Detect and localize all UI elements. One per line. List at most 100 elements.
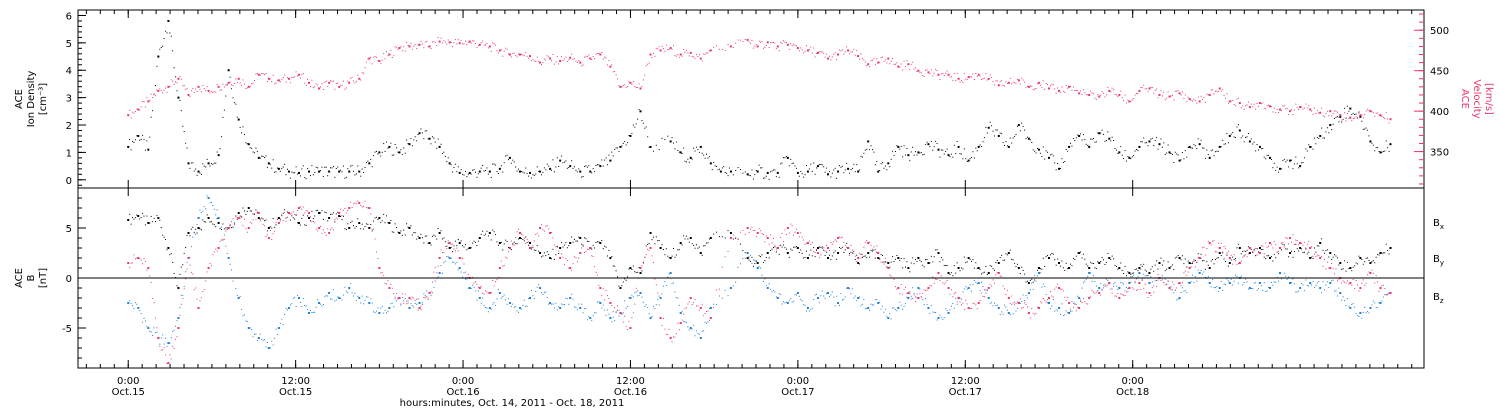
velocity-0-interp xyxy=(1173,99,1175,101)
density-0-interp xyxy=(573,166,575,168)
field-2-interp xyxy=(903,288,905,290)
field-1-interp xyxy=(209,202,211,204)
field-2-interp xyxy=(1377,281,1379,283)
density-0-interp xyxy=(1367,129,1369,131)
field-0-interp xyxy=(1358,255,1360,257)
field-0-interp xyxy=(215,226,217,228)
field-2-interp xyxy=(540,224,542,226)
field-0-interp xyxy=(621,285,623,287)
field-2-interp xyxy=(245,228,247,230)
field-2-interp xyxy=(1292,234,1294,236)
field-1-interp xyxy=(423,293,425,295)
field-2-interp xyxy=(685,307,687,309)
field-0-interp xyxy=(1326,249,1328,251)
field-0-interp xyxy=(220,228,222,230)
velocity-0-point xyxy=(1379,114,1382,117)
field-1-interp xyxy=(232,280,234,282)
density-0-interp xyxy=(477,173,479,175)
field-2-interp xyxy=(899,293,901,295)
velocity-0-point xyxy=(937,73,940,76)
field-1-point xyxy=(1258,282,1261,284)
field-1-point xyxy=(1027,292,1030,294)
field-2-interp xyxy=(1184,270,1186,272)
density-0-interp xyxy=(417,133,419,135)
field-2-interp xyxy=(594,266,596,268)
field-2-interp xyxy=(390,283,392,285)
field-2-point xyxy=(1178,282,1181,284)
field-0-interp xyxy=(755,260,757,262)
field-2-interp xyxy=(673,336,675,338)
field-0-interp xyxy=(844,249,846,251)
field-0-interp xyxy=(575,240,577,242)
field-2-interp xyxy=(1255,247,1257,249)
field-2-interp xyxy=(325,234,327,236)
field-2-interp xyxy=(1090,296,1092,298)
density-0-interp xyxy=(186,147,188,149)
field-0-interp xyxy=(391,231,393,233)
velocity-0-interp xyxy=(387,55,389,57)
velocity-0-interp xyxy=(1049,85,1051,87)
field-2-interp xyxy=(658,304,660,306)
density-0-interp xyxy=(129,139,131,141)
density-0-interp xyxy=(403,147,405,149)
field-2-interp xyxy=(170,358,172,360)
velocity-0-interp xyxy=(1344,112,1346,114)
field-2-point xyxy=(599,287,602,289)
field-2-interp xyxy=(464,271,466,273)
velocity-0-interp xyxy=(1029,85,1031,87)
field-1-interp xyxy=(159,343,161,345)
field-0-interp xyxy=(566,247,568,249)
field-0-interp xyxy=(503,243,505,245)
field-1-interp xyxy=(1378,302,1380,304)
field-0-interp xyxy=(793,246,795,248)
field-0-point xyxy=(649,232,652,234)
velocity-0-interp xyxy=(1041,87,1043,89)
velocity-0-interp xyxy=(1230,100,1232,102)
density-0-interp xyxy=(737,167,739,169)
velocity-0-interp xyxy=(991,77,993,79)
velocity-0-interp xyxy=(936,70,938,72)
field-0-interp xyxy=(403,229,405,231)
density-0-interp xyxy=(1272,167,1274,169)
field-0-point xyxy=(368,227,371,229)
field-2-interp xyxy=(370,213,372,215)
field-1-interp xyxy=(1213,287,1215,289)
density-0-interp xyxy=(1268,154,1270,156)
field-1-interp xyxy=(417,298,419,300)
velocity-0-interp xyxy=(1147,90,1149,92)
field-2-point xyxy=(247,227,250,229)
velocity-0-point xyxy=(589,57,592,60)
velocity-0-interp xyxy=(317,84,319,86)
density-0-interp xyxy=(999,132,1001,134)
field-1-interp xyxy=(192,236,194,238)
density-0-interp xyxy=(726,172,728,174)
density-0-interp xyxy=(140,138,142,140)
field-0-interp xyxy=(674,256,676,258)
field-1-interp xyxy=(685,322,687,324)
velocity-0-interp xyxy=(1278,112,1280,114)
density-0-interp xyxy=(1085,143,1087,145)
field-2-interp xyxy=(694,299,696,301)
field-2-interp xyxy=(1210,244,1212,246)
velocity-0-interp xyxy=(183,84,185,86)
field-1-interp xyxy=(540,292,542,294)
field-2-point xyxy=(267,237,270,239)
density-0-interp xyxy=(716,166,718,168)
field-0-interp xyxy=(397,231,399,233)
velocity-0-interp xyxy=(332,80,334,82)
density-0-interp xyxy=(1298,167,1300,169)
field-0-interp xyxy=(991,265,993,267)
field-1-interp xyxy=(374,312,376,314)
field-2-interp xyxy=(1367,274,1369,276)
field-2-interp xyxy=(185,278,187,280)
velocity-0-interp xyxy=(775,47,777,49)
velocity-0-interp xyxy=(355,81,357,83)
velocity-0-interp xyxy=(526,55,528,57)
field-2-interp xyxy=(1196,261,1198,263)
field-1-interp xyxy=(341,299,343,301)
velocity-0-interp xyxy=(668,48,670,50)
field-2-interp xyxy=(492,280,494,282)
field-2-interp xyxy=(269,230,271,232)
field-1-interp xyxy=(1114,282,1116,284)
density-0-interp xyxy=(685,161,687,163)
